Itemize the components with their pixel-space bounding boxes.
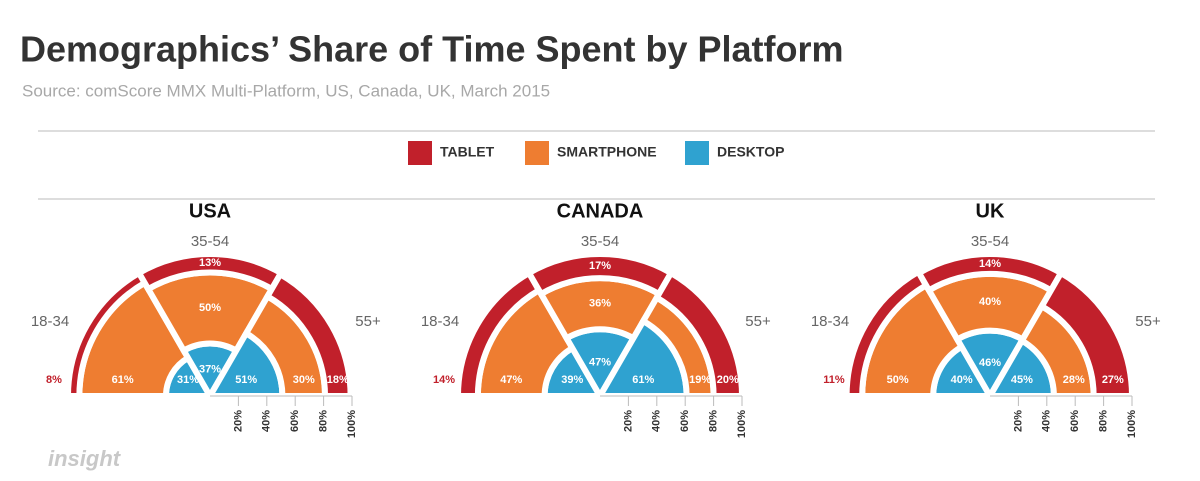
tick-label: 80% [318, 410, 330, 432]
chart-title: USA [189, 200, 231, 222]
value-label: 36% [589, 298, 611, 310]
value-label: 17% [589, 260, 611, 272]
value-label: 14% [433, 374, 455, 386]
value-label: 13% [199, 257, 221, 269]
segment [1037, 268, 1136, 399]
segment [263, 270, 354, 399]
value-label: 37% [199, 364, 221, 376]
value-label: 51% [235, 374, 257, 386]
category-label: 18-34 [811, 313, 849, 330]
category-label: 55+ [1135, 313, 1161, 330]
segment [64, 268, 149, 399]
value-label: 30% [293, 374, 315, 386]
tick-label: 20% [232, 410, 244, 432]
segment [843, 267, 931, 399]
value-label: 46% [979, 357, 1001, 369]
tick-label: 60% [679, 410, 691, 432]
tick-label: 40% [261, 410, 273, 432]
segment [454, 268, 544, 399]
page-title: Demographics’ Share of Time Spent by Pla… [20, 29, 844, 70]
tick-label: 60% [1069, 410, 1081, 432]
value-label: 20% [717, 374, 739, 386]
value-label: 8% [46, 374, 62, 386]
tick-label: 20% [1012, 410, 1024, 432]
value-label: 61% [112, 374, 134, 386]
category-label: 35-54 [971, 233, 1009, 250]
value-label: 61% [632, 374, 654, 386]
category-label: 55+ [355, 313, 381, 330]
legend-swatch [525, 141, 549, 165]
value-label: 14% [979, 258, 1001, 270]
category-label: 18-34 [421, 313, 459, 330]
legend-swatch [685, 141, 709, 165]
category-label: 35-54 [581, 233, 619, 250]
logo: insight [48, 446, 122, 471]
segment [652, 268, 746, 399]
legend-label: SMARTPHONE [557, 144, 657, 160]
value-label: 40% [979, 296, 1001, 308]
value-label: 11% [823, 374, 845, 386]
tick-label: 40% [651, 410, 663, 432]
tick-label: 100% [736, 410, 748, 438]
chart-title: UK [976, 200, 1005, 222]
segment [914, 251, 1066, 295]
tick-label: 100% [1126, 410, 1138, 438]
tick-label: 100% [346, 410, 358, 438]
value-label: 27% [1102, 374, 1124, 386]
value-label: 50% [199, 302, 221, 314]
segment [134, 251, 286, 294]
tick-label: 20% [622, 410, 634, 432]
legend-swatch [408, 141, 432, 165]
value-label: 28% [1063, 374, 1085, 386]
category-label: 35-54 [191, 233, 229, 250]
value-label: 40% [951, 374, 973, 386]
tick-label: 80% [1098, 410, 1110, 432]
tick-label: 60% [289, 410, 301, 432]
value-label: 31% [177, 374, 199, 386]
value-label: 47% [589, 357, 611, 369]
value-label: 19% [689, 374, 711, 386]
chart-title: CANADA [557, 200, 644, 222]
value-label: 18% [327, 374, 349, 386]
page-subtitle: Source: comScore MMX Multi-Platform, US,… [22, 81, 550, 100]
category-label: 18-34 [31, 313, 69, 330]
legend-label: TABLET [440, 144, 495, 160]
tick-label: 80% [708, 410, 720, 432]
category-label: 55+ [745, 313, 771, 330]
value-label: 39% [561, 374, 583, 386]
value-label: 50% [887, 374, 909, 386]
value-label: 45% [1011, 374, 1033, 386]
tick-label: 40% [1041, 410, 1053, 432]
segment [524, 251, 676, 299]
value-label: 47% [500, 374, 522, 386]
legend-label: DESKTOP [717, 144, 784, 160]
